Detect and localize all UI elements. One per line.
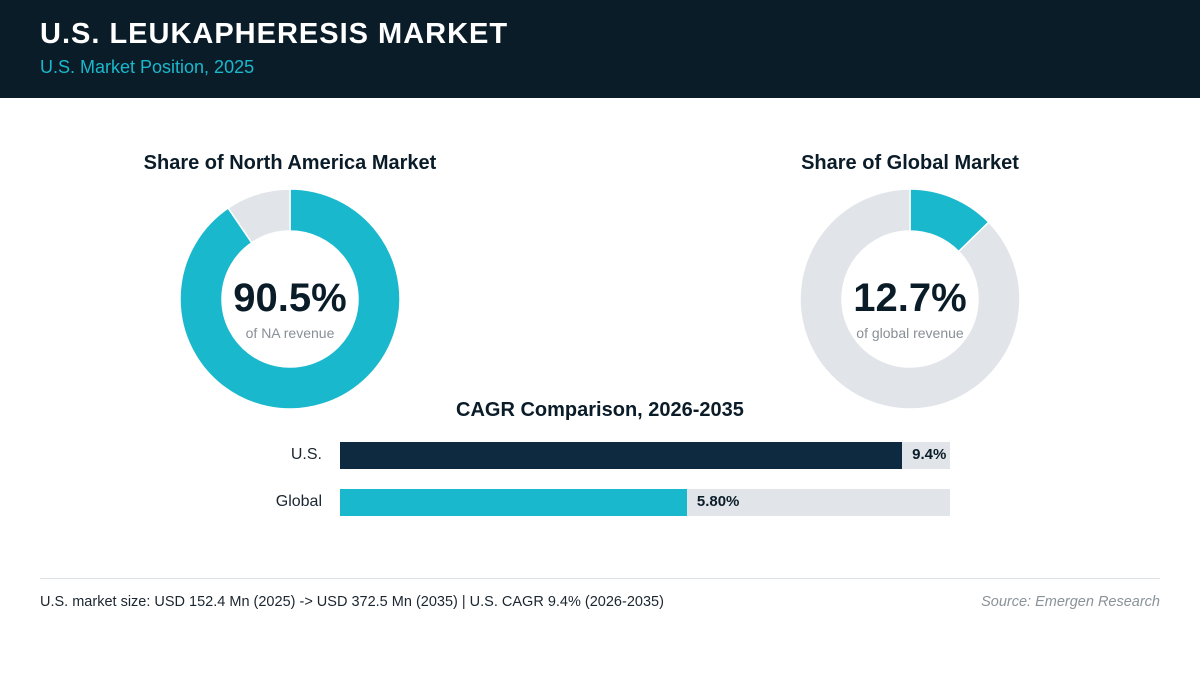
na-share-value: 90.5% bbox=[233, 276, 347, 320]
global-chart-title: Share of Global Market bbox=[801, 152, 1019, 174]
na-share-caption: of NA revenue bbox=[245, 325, 335, 341]
footer-source: Source: Emergen Research bbox=[981, 594, 1160, 610]
bar-value-global: 5.80% bbox=[696, 493, 740, 510]
footer-summary: U.S. market size: USD 152.4 Mn (2025) ->… bbox=[40, 594, 664, 610]
bar-value-us: 9.4% bbox=[912, 446, 947, 463]
na-donut-slice-share bbox=[179, 188, 401, 410]
bar-global bbox=[340, 489, 687, 516]
bar-label-us: U.S. bbox=[290, 446, 322, 463]
bar-track-global: 5.80% bbox=[340, 489, 950, 516]
bar-us bbox=[340, 442, 903, 469]
global-share-caption: of global revenue bbox=[856, 325, 964, 341]
page-title: U.S. LEUKAPHERESIS MARKET bbox=[40, 18, 509, 50]
bar-track-us: 9.4% bbox=[340, 442, 950, 469]
cagr-chart-title: CAGR Comparison, 2026-2035 bbox=[456, 399, 744, 421]
bar-label-global: Global bbox=[275, 493, 322, 510]
na-donut-slice-remainder bbox=[227, 188, 291, 244]
page-subtitle: U.S. Market Position, 2025 bbox=[40, 57, 255, 77]
footer-divider bbox=[40, 578, 1160, 579]
header-banner: U.S. LEUKAPHERESIS MARKET U.S. Market Po… bbox=[0, 0, 1200, 98]
global-donut-slice-remainder bbox=[799, 188, 1021, 410]
na-chart-title: Share of North America Market bbox=[143, 152, 437, 174]
global-share-donut bbox=[799, 188, 1021, 410]
global-share-value: 12.7% bbox=[853, 276, 967, 320]
na-share-donut bbox=[179, 188, 401, 410]
